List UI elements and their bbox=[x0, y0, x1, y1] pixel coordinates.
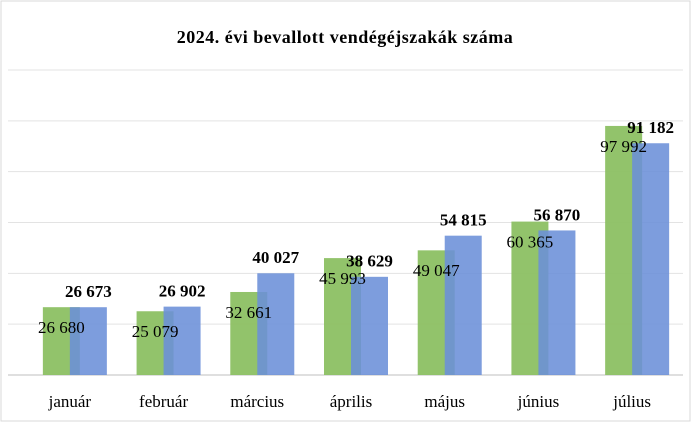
x-tick-label: január bbox=[48, 392, 92, 411]
value-label: 54 815 bbox=[440, 211, 487, 230]
x-tick-label: július bbox=[612, 392, 651, 411]
x-tick-label: március bbox=[230, 392, 284, 411]
value-label: 97 992 bbox=[600, 137, 647, 156]
x-tick-label: április bbox=[330, 392, 373, 411]
value-label: 38 629 bbox=[346, 252, 393, 271]
value-label: 26 902 bbox=[159, 282, 206, 301]
x-tick-label: június bbox=[517, 392, 560, 411]
bar bbox=[69, 307, 107, 375]
bar bbox=[632, 143, 670, 375]
x-tick-label: február bbox=[139, 392, 188, 411]
value-label: 45 993 bbox=[319, 269, 366, 288]
bar bbox=[257, 273, 295, 375]
bar bbox=[538, 230, 576, 375]
value-label: 26 673 bbox=[65, 282, 112, 301]
value-label: 40 027 bbox=[252, 248, 299, 267]
value-label: 60 365 bbox=[507, 232, 554, 251]
value-label: 32 661 bbox=[225, 303, 272, 322]
value-label: 56 870 bbox=[534, 205, 581, 224]
x-tick-label: május bbox=[424, 392, 465, 411]
value-label: 25 079 bbox=[132, 322, 179, 341]
bar bbox=[444, 235, 482, 375]
bar bbox=[351, 276, 388, 375]
value-label: 49 047 bbox=[413, 261, 460, 280]
chart-title: 2024. évi bevallott vendégéjszakák száma bbox=[177, 27, 513, 47]
value-label: 91 182 bbox=[627, 118, 674, 137]
bar bbox=[163, 306, 201, 375]
value-label: 26 680 bbox=[38, 318, 85, 337]
